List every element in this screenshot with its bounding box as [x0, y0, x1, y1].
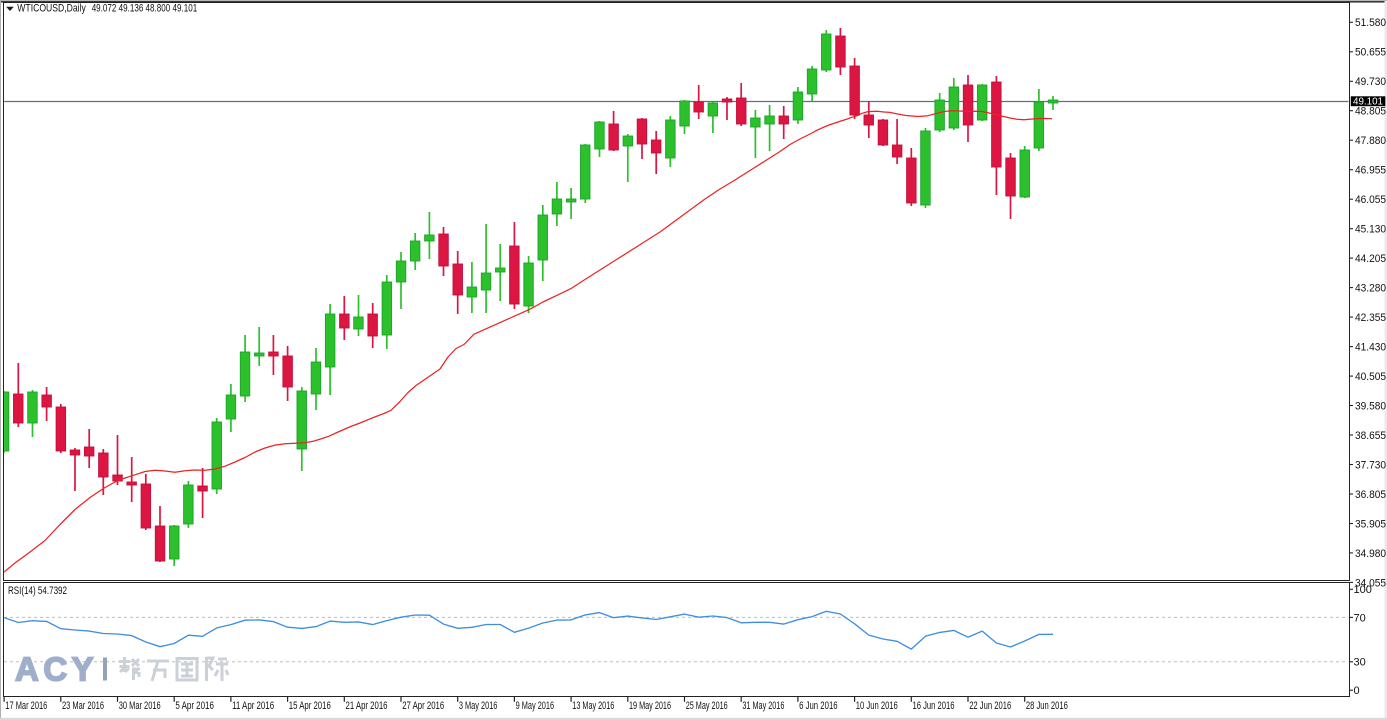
- svg-text:3 May 2016: 3 May 2016: [459, 700, 498, 712]
- svg-text:23 Mar 2016: 23 Mar 2016: [62, 700, 104, 712]
- svg-text:35.905: 35.905: [1355, 518, 1386, 530]
- svg-text:19 May 2016: 19 May 2016: [629, 700, 671, 712]
- svg-text:37.730: 37.730: [1355, 459, 1386, 471]
- svg-text:47.880: 47.880: [1355, 135, 1386, 147]
- svg-text:40.505: 40.505: [1355, 371, 1386, 383]
- svg-text:44.205: 44.205: [1355, 253, 1386, 265]
- svg-text:49.072 49.136 48.800 49.101: 49.072 49.136 48.800 49.101: [92, 3, 198, 15]
- svg-text:9 May 2016: 9 May 2016: [516, 700, 555, 712]
- svg-text:34.980: 34.980: [1355, 548, 1386, 560]
- svg-text:22 Jun 2016: 22 Jun 2016: [969, 700, 1011, 712]
- svg-text:17 Mar 2016: 17 Mar 2016: [5, 700, 47, 712]
- svg-text:27 Apr 2016: 27 Apr 2016: [402, 700, 444, 712]
- svg-text:21 Apr 2016: 21 Apr 2016: [346, 700, 388, 712]
- svg-text:45.130: 45.130: [1355, 224, 1386, 236]
- svg-text:28 Jun 2016: 28 Jun 2016: [1026, 700, 1068, 712]
- svg-text:11 Apr 2016: 11 Apr 2016: [232, 700, 274, 712]
- svg-text:15 Apr 2016: 15 Apr 2016: [289, 700, 331, 712]
- svg-text:48.805: 48.805: [1355, 106, 1386, 118]
- svg-text:49.101: 49.101: [1353, 96, 1383, 108]
- svg-text:25 May 2016: 25 May 2016: [686, 700, 728, 712]
- svg-text:70: 70: [1354, 612, 1366, 624]
- svg-text:38.655: 38.655: [1355, 430, 1386, 442]
- svg-text:30 Mar 2016: 30 Mar 2016: [119, 700, 161, 712]
- svg-text:39.580: 39.580: [1355, 400, 1386, 412]
- svg-text:13 May 2016: 13 May 2016: [572, 700, 614, 712]
- svg-text:43.280: 43.280: [1355, 283, 1386, 295]
- svg-text:36.805: 36.805: [1355, 489, 1386, 501]
- svg-text:RSI(14) 54.7392: RSI(14) 54.7392: [8, 585, 67, 597]
- svg-text:41.430: 41.430: [1355, 342, 1386, 354]
- svg-text:34.055: 34.055: [1355, 577, 1386, 589]
- svg-text:42.355: 42.355: [1355, 312, 1386, 324]
- svg-text:16 Jun 2016: 16 Jun 2016: [913, 700, 955, 712]
- svg-text:100: 100: [1354, 584, 1372, 596]
- svg-text:0: 0: [1354, 685, 1360, 697]
- svg-text:50.655: 50.655: [1355, 47, 1386, 59]
- svg-text:ACY: ACY: [15, 651, 98, 688]
- svg-text:49.730: 49.730: [1355, 76, 1386, 88]
- svg-text:5 Apr 2016: 5 Apr 2016: [175, 700, 214, 712]
- svg-text:6 Jun 2016: 6 Jun 2016: [799, 700, 838, 712]
- svg-text:46.955: 46.955: [1355, 165, 1386, 177]
- svg-text:30: 30: [1354, 657, 1366, 669]
- svg-text:WTICOUSD,Daily: WTICOUSD,Daily: [17, 3, 86, 15]
- svg-text:46.055: 46.055: [1355, 194, 1386, 206]
- svg-text:31 May 2016: 31 May 2016: [742, 700, 784, 712]
- svg-text:51.580: 51.580: [1355, 17, 1386, 29]
- svg-text:10 Jun 2016: 10 Jun 2016: [856, 700, 898, 712]
